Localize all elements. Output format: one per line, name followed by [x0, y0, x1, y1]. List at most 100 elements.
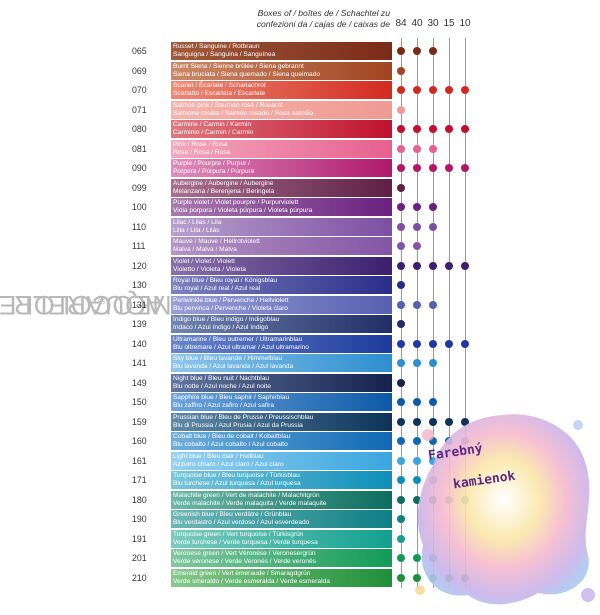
box-availability-dot-84 — [397, 242, 405, 250]
box-availability-dot-15 — [445, 164, 453, 172]
color-swatch-band: Purple violet / Violet pourpre / Purpurv… — [171, 198, 392, 216]
box-availability-dot-84 — [397, 144, 405, 153]
color-name-line-1: Mauve / Mauve / Hellrotviolett — [173, 238, 260, 245]
color-name-line-1: Burnt Siena / Sienne brûlée / Siena gebr… — [173, 62, 304, 70]
box-availability-dot-84 — [397, 398, 405, 406]
color-row: 120 Violet / Violet / Violett Violetto / V… — [0, 256, 600, 275]
color-row: 171 Turquoise blue / Bleu turquoise / Tür… — [0, 471, 600, 489]
color-name-line-2: Melanzana / Berenjena / Beringela — [173, 187, 275, 195]
color-name-line-1: Cobalt blue / Bleu de cobalt / Kobaltbla… — [173, 433, 291, 440]
box-availability-dot-84 — [397, 300, 405, 309]
box-availability-dot-84 — [397, 437, 405, 445]
color-swatch-band: Emerald green / Vert émeraude / Smaragdg… — [171, 568, 392, 587]
color-code: 150 — [132, 397, 147, 407]
box-availability-dot-30 — [429, 203, 437, 211]
color-name-line-2: Carminio / Carmín / Carmin — [173, 129, 254, 136]
box-availability-dot-40 — [413, 242, 421, 250]
box-availability-dot-84 — [397, 261, 405, 270]
box-availability-dot-30 — [429, 456, 437, 465]
box-availability-dot-40 — [413, 573, 421, 582]
color-swatch-band: Sky blue / Bleu lavande / Himmelblau Blu … — [171, 354, 392, 372]
color-row: 070 Scarlet / Écarlate / Scharlachrot Scar… — [0, 81, 600, 99]
box-availability-dot-84 — [397, 417, 405, 426]
color-name-line-1: Scarlet / Écarlate / Scharlachrot — [173, 82, 266, 89]
color-swatch-band: Purple / Pourpre / Purpur / Porpora / Púr… — [171, 159, 392, 177]
box-availability-dot-84 — [397, 554, 405, 562]
color-row: 090 Purple / Pourpre / Purpur / Porpora / … — [0, 159, 600, 177]
box-availability-dot-30 — [429, 359, 437, 367]
box-size-column-line — [401, 38, 402, 588]
color-swatch-band: Scarlet / Écarlate / Scharlachrot Scarlat… — [171, 81, 392, 99]
box-availability-dot-15 — [445, 261, 453, 270]
watermark-paint-blot: Farebný kamienok — [408, 405, 598, 610]
color-code: 100 — [132, 202, 147, 212]
color-row: 065 Russet / Sanguine / Rotbraun Sanguigna… — [0, 42, 600, 60]
color-name-line-2: Malva / Malva / Malva — [173, 246, 237, 253]
box-availability-dot-84 — [397, 164, 405, 172]
color-row: 191 Turquoise green / Vert turquoise / Tü… — [0, 529, 600, 548]
color-code: 111 — [132, 241, 146, 251]
box-availability-dot-84 — [397, 476, 405, 484]
color-swatch-band: Sapphire blue / Bleu saphir / Saphirblau… — [171, 393, 392, 411]
color-swatch-band: Russet / Sanguine / Rotbraun Sanguigna / … — [171, 42, 392, 60]
box-availability-dot-30 — [429, 125, 437, 133]
color-name-line-2: Scarlatto / Escarlata / Escarlate — [173, 90, 265, 97]
color-name-line-1: Night blue / Bleu nuit / Nachtblau — [173, 374, 270, 382]
color-swatch-band: Burnt Siena / Sienne brûlée / Siena gebr… — [171, 61, 392, 80]
color-code: 131 — [132, 299, 147, 310]
color-row: 111 Mauve / Mauve / Hellrotviolett Malva /… — [0, 237, 600, 255]
color-swatch-band: Indigo blue / Bleu indigo / Indigoblau In… — [171, 315, 392, 333]
box-availability-dot-30 — [429, 417, 437, 426]
paint-splash-icon — [415, 414, 595, 605]
color-name-line-2: Blu lavanda / Azul lavanda / Azul lavand… — [173, 363, 294, 370]
color-name-line-1: Ultramarine / Bleu outremer / Ultramarin… — [173, 335, 303, 343]
color-swatch-band: Prussian blue / Bleu de Prusse / Preussi… — [171, 412, 392, 431]
color-row: 149 Night blue / Bleu nuit / Nachtblau Blu… — [0, 373, 600, 392]
box-availability-dot-15 — [445, 125, 453, 133]
box-availability-dot-30 — [429, 47, 437, 55]
box-availability-dot-40 — [413, 437, 421, 445]
color-code: 120 — [132, 260, 147, 271]
box-availability-dot-84 — [397, 47, 405, 55]
box-availability-dot-10 — [461, 125, 469, 133]
color-row: 160 Cobalt blue / Bleu de cobalt / Kobalt… — [0, 432, 600, 450]
header-line-2: confezioni da / cajas de / caixas de — [256, 19, 390, 29]
box-size-header-30: 30 — [427, 18, 439, 29]
color-name-line-1: Sky blue / Bleu lavande / Himmelblau — [173, 355, 283, 362]
box-availability-dot-10 — [461, 261, 469, 270]
box-availability-dot-15 — [445, 339, 453, 348]
color-row: 139 Indigo blue / Bleu indigo / Indigobla… — [0, 315, 600, 333]
box-availability-dot-30 — [429, 339, 437, 348]
box-availability-dot-40 — [413, 300, 421, 309]
box-availability-dot-40 — [413, 261, 421, 270]
color-swatch-band: Mauve / Mauve / Hellrotviolett Malva / Ma… — [171, 237, 392, 255]
box-availability-dot-30 — [429, 144, 437, 153]
color-swatch-band: Carmine / Carmin / Karmin Carminio / Carm… — [171, 120, 392, 138]
box-availability-dot-40 — [413, 222, 421, 231]
box-size-header-15: 15 — [443, 18, 455, 29]
color-name-line-1: Lilac / Lilas / Lila — [173, 218, 222, 226]
box-availability-dot-30 — [429, 164, 437, 172]
color-row: 071 Salmon pink / Saumon rosé / Rosarot Sa… — [0, 100, 600, 119]
box-availability-dot-84 — [397, 183, 405, 192]
color-name-line-2: Blu royal / Azul real / Azul real — [173, 285, 261, 292]
color-code: 065 — [132, 46, 147, 56]
box-availability-dot-30 — [429, 86, 437, 94]
color-row: 081 Pink / Rose / Rosa Rosa / Rosa / Rosa — [0, 139, 600, 158]
color-row: 099 Aubergine / Aubergine / Aubergine Mela… — [0, 178, 600, 197]
box-availability-dot-30 — [429, 222, 437, 231]
color-code: 130 — [132, 280, 147, 290]
box-availability-dot-84 — [397, 359, 405, 367]
color-row: 130 Royal blue / Bleu royal / Königsblau B… — [0, 276, 600, 294]
color-code: 190 — [132, 514, 147, 524]
color-code: 070 — [132, 85, 147, 95]
color-code: 171 — [132, 475, 147, 485]
box-availability-dot-10 — [461, 86, 469, 94]
color-name-line-2: Blu zaffiro / Azul zafiro / Azul safira — [173, 402, 275, 409]
box-availability-dot-40 — [413, 47, 421, 55]
color-row: 069 Burnt Siena / Sienne brûlée / Siena g… — [0, 61, 600, 80]
color-name-line-1: Purple / Pourpre / Purpur / — [173, 160, 250, 167]
box-size-column-line — [417, 38, 418, 588]
color-name-line-1: Royal blue / Bleu royal / Königsblau — [173, 277, 278, 284]
color-swatch-band: Violet / Violet / Violett Violetto / Viol… — [171, 256, 392, 275]
